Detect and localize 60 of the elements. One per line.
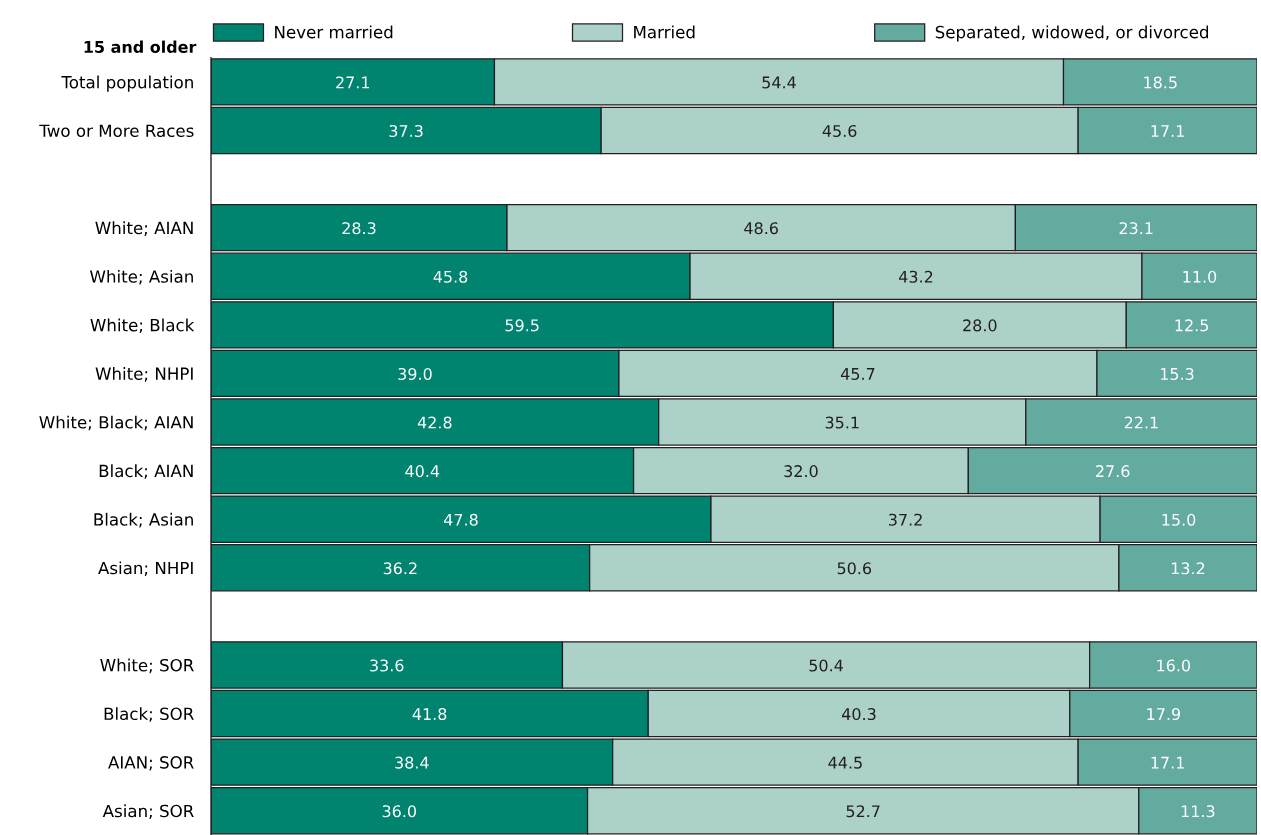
- y-tick-label: White; Black: [90, 318, 195, 334]
- data-label: 39.0: [398, 367, 432, 380]
- data-label: 11.3: [1181, 805, 1215, 818]
- data-label: 32.0: [784, 465, 818, 478]
- data-label: 16.0: [1157, 659, 1191, 672]
- data-label: 17.1: [1151, 125, 1184, 137]
- data-label: 37.3: [389, 124, 423, 138]
- y-tick-label: AIAN; SOR: [108, 756, 194, 771]
- legend-label: Separated, widowed, or divorced: [935, 25, 1209, 42]
- data-label: 17.9: [1147, 708, 1181, 721]
- data-label: 13.2: [1171, 562, 1205, 575]
- data-label: 43.2: [899, 270, 933, 283]
- data-label: 28.3: [342, 222, 376, 235]
- data-label: 40.4: [405, 465, 440, 478]
- data-label: 23.1: [1119, 222, 1153, 235]
- y-tick-label: White; Black; AIAN: [39, 415, 193, 431]
- y-tick-label: Asian; SOR: [102, 804, 194, 819]
- data-label: 40.3: [842, 708, 876, 721]
- data-label: 50.6: [837, 562, 872, 575]
- data-label: 12.5: [1175, 319, 1209, 332]
- data-label: 52.7: [846, 805, 880, 818]
- data-label: 33.6: [370, 659, 404, 672]
- data-label: 27.6: [1096, 465, 1130, 478]
- legend-label: Never married: [275, 25, 393, 39]
- y-axis-title: 15 and older: [84, 40, 197, 53]
- data-label: 48.6: [744, 222, 778, 235]
- data-label: 45.7: [840, 368, 875, 380]
- data-label: 45.8: [433, 270, 468, 283]
- data-label: 27.1: [336, 76, 370, 89]
- data-label: 45.6: [822, 124, 857, 138]
- data-label: 47.8: [443, 513, 478, 526]
- data-label: 11.0: [1183, 270, 1217, 283]
- data-label: 41.8: [412, 708, 447, 721]
- data-label: 38.4: [395, 756, 429, 769]
- y-tick-label: Black; AIAN: [99, 464, 193, 479]
- data-label: 17.1: [1151, 756, 1184, 769]
- y-tick-label: Black; Asian: [94, 512, 193, 528]
- data-label: 36.2: [383, 562, 417, 575]
- data-label: 15.3: [1160, 367, 1194, 380]
- y-tick-label: Total population: [61, 75, 193, 92]
- y-tick-label: White; NHPI: [95, 367, 193, 382]
- data-label: 36.0: [382, 805, 416, 818]
- y-tick-label: Black; SOR: [104, 707, 194, 722]
- y-tick-label: Two or More Races: [39, 124, 194, 138]
- data-label: 22.1: [1124, 416, 1158, 429]
- data-label: 35.1: [825, 416, 859, 429]
- data-label: 28.0: [963, 319, 997, 332]
- data-label: 50.4: [809, 659, 843, 672]
- data-label: 15.0: [1162, 513, 1196, 526]
- data-label: 44.5: [828, 756, 862, 769]
- data-label: 54.4: [762, 76, 796, 89]
- y-tick-label: White; AIAN: [95, 221, 193, 236]
- data-label: 42.8: [417, 416, 452, 429]
- data-label: 59.5: [505, 319, 539, 332]
- data-label: 18.5: [1144, 76, 1177, 89]
- y-tick-label: White; SOR: [100, 658, 194, 674]
- y-tick-label: Asian; NHPI: [98, 561, 193, 577]
- y-tick-label: White; Asian: [90, 269, 193, 285]
- legend-label: Married: [634, 25, 695, 39]
- data-label: 37.2: [888, 513, 922, 526]
